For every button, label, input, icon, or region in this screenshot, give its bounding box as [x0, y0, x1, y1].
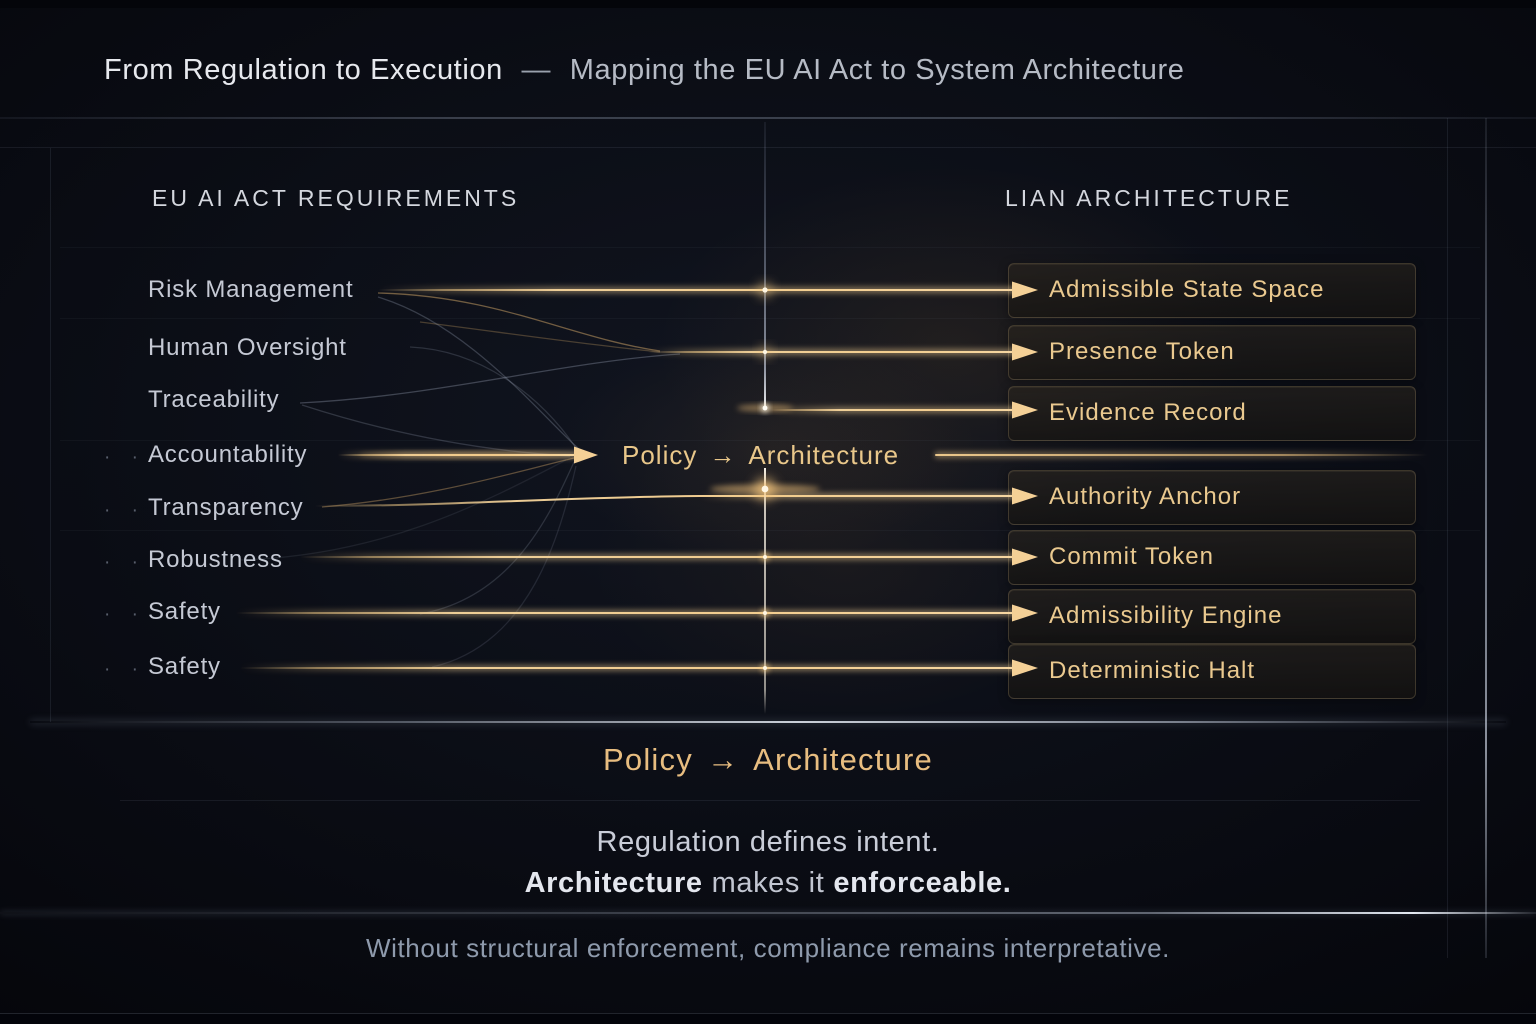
title-emphasis: From Regulation to Execution	[104, 54, 503, 86]
panel-left-frame	[50, 148, 51, 722]
grid-line	[60, 318, 1480, 319]
center-label-architecture: Architecture	[748, 440, 900, 470]
right-column-header: LIAN ARCHITECTURE	[1005, 185, 1293, 211]
bullet-dots: · ·	[104, 447, 146, 468]
grid-line	[60, 247, 1480, 248]
bullet-dots: · ·	[104, 659, 146, 680]
component-admissibility-engine: Admissibility Engine	[1008, 589, 1416, 644]
footnote-text: Without structural enforcement, complian…	[365, 933, 1171, 963]
requirement-traceability: Traceability	[148, 386, 280, 413]
component-authority-anchor: Authority Anchor	[1008, 470, 1416, 525]
bottom-policy-architecture-label: Policy → Architecture	[0, 742, 1536, 778]
bottom-label-policy: Policy	[603, 742, 693, 777]
right-arrow-glyph: →	[709, 440, 737, 470]
header-divider	[0, 117, 1536, 119]
grid-line	[60, 530, 1480, 531]
panel-right-frame-inner	[1447, 118, 1448, 958]
panel-right-frame	[1485, 118, 1487, 958]
requirement-accountability: · · Accountability	[104, 440, 307, 470]
left-column-header: EU AI ACT REQUIREMENTS	[152, 185, 520, 211]
component-commit-token: Commit Token	[1008, 530, 1416, 585]
bullet-dots: · ·	[104, 604, 146, 625]
tagline-line1: Regulation defines intent.	[596, 826, 940, 858]
page-title: From Regulation to Execution — Mapping t…	[104, 54, 1185, 87]
tagline-line2: Architecture makes it enforceable.	[0, 867, 1536, 900]
glowing-divider	[30, 721, 1506, 723]
component-evidence-record: Evidence Record	[1008, 386, 1416, 441]
bottom-label-architecture: Architecture	[753, 742, 933, 777]
center-label-policy: Policy	[622, 440, 698, 470]
requirement-robustness: · · Robustness	[104, 545, 283, 575]
requirement-risk-management: Risk Management	[148, 276, 354, 303]
requirement-human-oversight: Human Oversight	[148, 334, 347, 361]
faint-divider	[120, 800, 1420, 801]
grid-line	[60, 440, 1480, 441]
title-separator: —	[521, 54, 552, 86]
panel-top-line	[0, 147, 1536, 148]
tagline-mid: makes it	[711, 867, 825, 899]
tagline-architecture: Architecture	[524, 867, 703, 899]
center-policy-architecture-label: Policy → Architecture	[622, 440, 899, 471]
requirement-safety-2: · · Safety	[104, 652, 221, 682]
bullet-dots: · ·	[104, 552, 146, 573]
requirement-safety-1: · · Safety	[104, 597, 221, 627]
metallic-divider	[0, 912, 1536, 914]
bullet-dots: · ·	[104, 500, 146, 521]
component-presence-token: Presence Token	[1008, 325, 1416, 380]
tagline-enforceable: enforceable.	[833, 867, 1012, 899]
top-bar	[0, 0, 1536, 8]
title-subtitle: Mapping the EU AI Act to System Architec…	[569, 54, 1185, 86]
component-admissible-state-space: Admissible State Space	[1008, 263, 1416, 318]
right-arrow-glyph: →	[706, 742, 740, 777]
bottom-bar	[0, 1013, 1536, 1024]
component-deterministic-halt: Deterministic Halt	[1008, 644, 1416, 699]
requirement-transparency: · · Transparency	[104, 493, 303, 523]
